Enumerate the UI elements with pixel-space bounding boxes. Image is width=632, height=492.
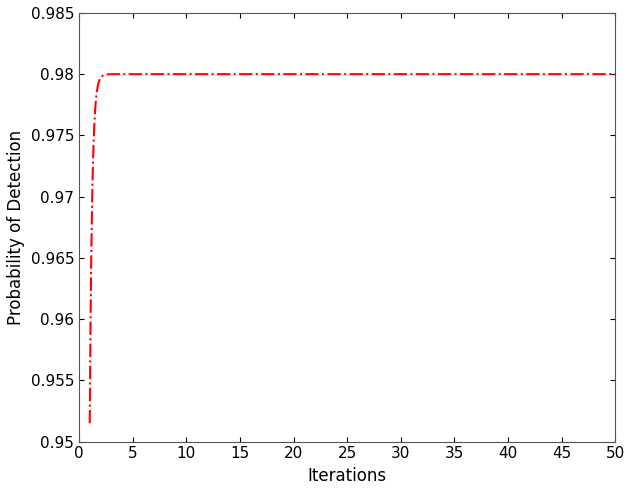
Y-axis label: Probability of Detection: Probability of Detection xyxy=(7,130,25,325)
X-axis label: Iterations: Iterations xyxy=(308,467,387,485)
